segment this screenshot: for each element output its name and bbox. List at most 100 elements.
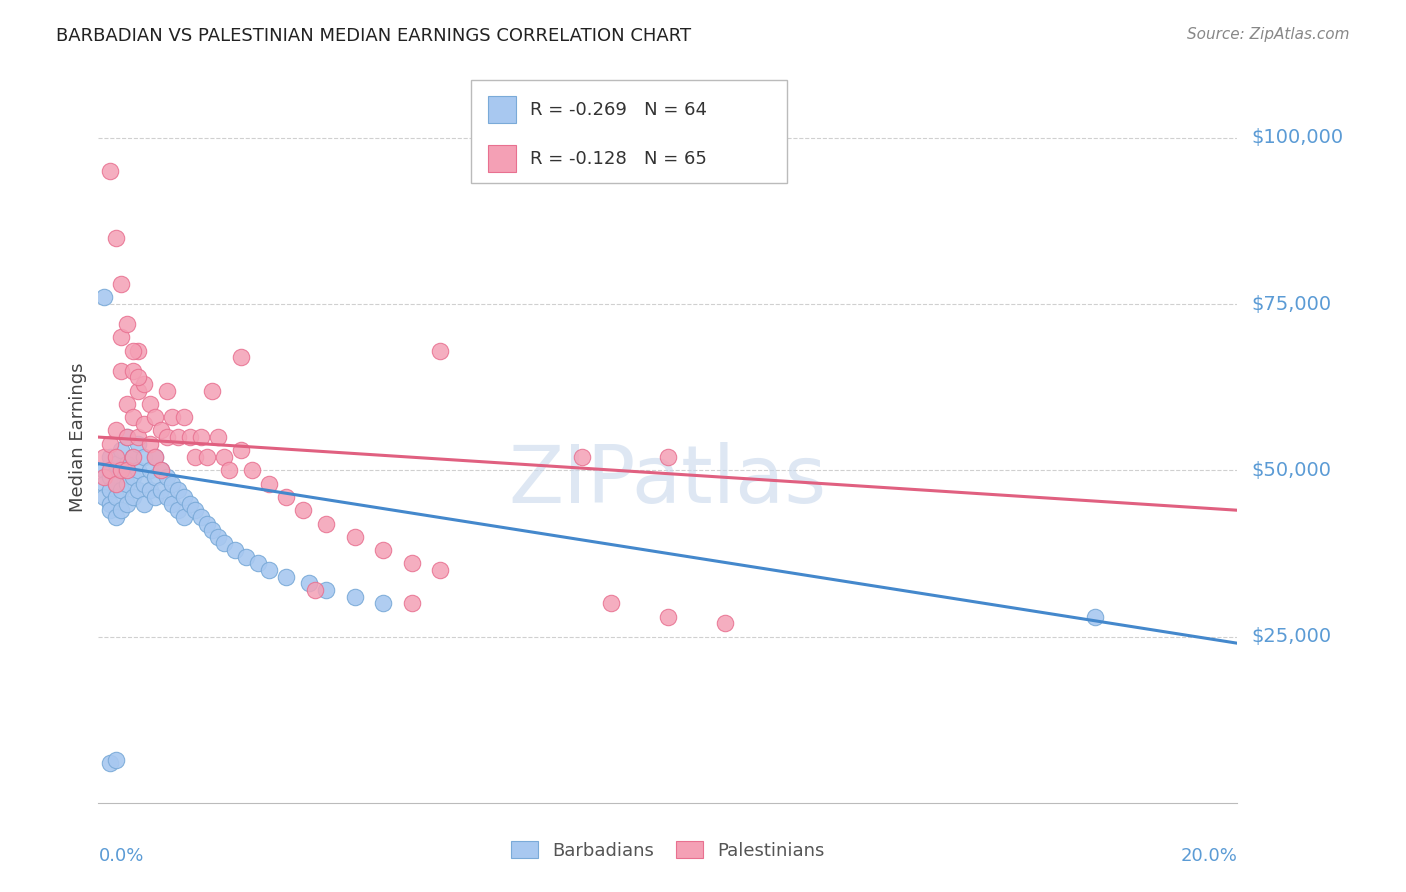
Point bbox=[401, 596, 423, 610]
Point bbox=[121, 410, 143, 425]
Point bbox=[207, 430, 229, 444]
Point bbox=[246, 557, 269, 571]
Point bbox=[304, 582, 326, 597]
Point bbox=[190, 430, 212, 444]
Point bbox=[93, 450, 115, 464]
Point bbox=[127, 463, 149, 477]
Point bbox=[127, 370, 149, 384]
Point bbox=[121, 490, 143, 504]
Text: $50,000: $50,000 bbox=[1251, 461, 1331, 480]
Point bbox=[121, 343, 143, 358]
Point bbox=[132, 376, 155, 391]
Point bbox=[104, 457, 127, 471]
Point bbox=[93, 476, 115, 491]
Point bbox=[315, 582, 337, 597]
Point bbox=[104, 476, 127, 491]
Point bbox=[104, 450, 127, 464]
Point bbox=[104, 230, 127, 244]
Point bbox=[315, 516, 337, 531]
Point bbox=[150, 424, 173, 438]
Point bbox=[150, 483, 173, 498]
Text: 0.0%: 0.0% bbox=[98, 847, 143, 864]
Point bbox=[162, 497, 184, 511]
Point bbox=[150, 463, 173, 477]
Legend: Barbadians, Palestinians: Barbadians, Palestinians bbox=[503, 834, 832, 867]
Point bbox=[138, 463, 160, 477]
Point bbox=[201, 523, 224, 537]
Point bbox=[207, 530, 229, 544]
Text: R = -0.128   N = 65: R = -0.128 N = 65 bbox=[530, 150, 707, 168]
Point bbox=[110, 503, 132, 517]
Point bbox=[115, 497, 138, 511]
Text: $25,000: $25,000 bbox=[1251, 627, 1331, 646]
Point bbox=[98, 497, 121, 511]
Point bbox=[121, 450, 143, 464]
Point bbox=[104, 424, 127, 438]
Point bbox=[132, 450, 155, 464]
Point bbox=[127, 436, 149, 450]
Point bbox=[429, 343, 451, 358]
Point bbox=[235, 549, 257, 564]
Point bbox=[110, 330, 132, 344]
Point bbox=[600, 596, 623, 610]
Point bbox=[259, 563, 281, 577]
Text: R = -0.269   N = 64: R = -0.269 N = 64 bbox=[530, 101, 707, 119]
Point bbox=[240, 463, 263, 477]
Point bbox=[259, 476, 281, 491]
Point bbox=[138, 483, 160, 498]
Point bbox=[145, 470, 167, 484]
Point bbox=[195, 516, 218, 531]
Point bbox=[571, 450, 593, 464]
Text: Source: ZipAtlas.com: Source: ZipAtlas.com bbox=[1187, 27, 1350, 42]
Point bbox=[229, 351, 252, 365]
Point bbox=[173, 509, 195, 524]
Point bbox=[93, 290, 115, 304]
Point bbox=[138, 436, 160, 450]
Point bbox=[173, 410, 195, 425]
Point bbox=[373, 596, 395, 610]
Point bbox=[104, 509, 127, 524]
Text: $100,000: $100,000 bbox=[1251, 128, 1343, 147]
Point bbox=[104, 476, 127, 491]
Point bbox=[190, 509, 212, 524]
Point bbox=[98, 463, 121, 477]
Point bbox=[98, 756, 121, 770]
Point bbox=[98, 503, 121, 517]
Point bbox=[93, 470, 115, 484]
Point bbox=[212, 536, 235, 550]
Point bbox=[229, 443, 252, 458]
Point bbox=[98, 436, 121, 450]
Point bbox=[110, 443, 132, 458]
Point bbox=[276, 490, 298, 504]
Point bbox=[110, 463, 132, 477]
Point bbox=[132, 417, 155, 431]
Text: 20.0%: 20.0% bbox=[1181, 847, 1237, 864]
Point bbox=[115, 317, 138, 331]
Point bbox=[1084, 609, 1107, 624]
Point bbox=[195, 450, 218, 464]
Point bbox=[110, 463, 132, 477]
Point bbox=[150, 463, 173, 477]
Point bbox=[167, 483, 190, 498]
Point bbox=[167, 430, 190, 444]
Point bbox=[657, 450, 679, 464]
Point bbox=[173, 490, 195, 504]
Text: ZIPatlas: ZIPatlas bbox=[509, 442, 827, 520]
Point bbox=[115, 397, 138, 411]
Point bbox=[110, 363, 132, 377]
Point bbox=[145, 490, 167, 504]
Point bbox=[373, 543, 395, 558]
Point bbox=[167, 503, 190, 517]
Point bbox=[156, 470, 179, 484]
Point bbox=[132, 497, 155, 511]
Point bbox=[179, 497, 201, 511]
Point bbox=[292, 503, 315, 517]
Point bbox=[218, 463, 240, 477]
Point bbox=[127, 343, 149, 358]
Point bbox=[212, 450, 235, 464]
Point bbox=[115, 457, 138, 471]
Point bbox=[93, 463, 115, 477]
Point bbox=[121, 363, 143, 377]
Point bbox=[132, 476, 155, 491]
Point bbox=[104, 753, 127, 767]
